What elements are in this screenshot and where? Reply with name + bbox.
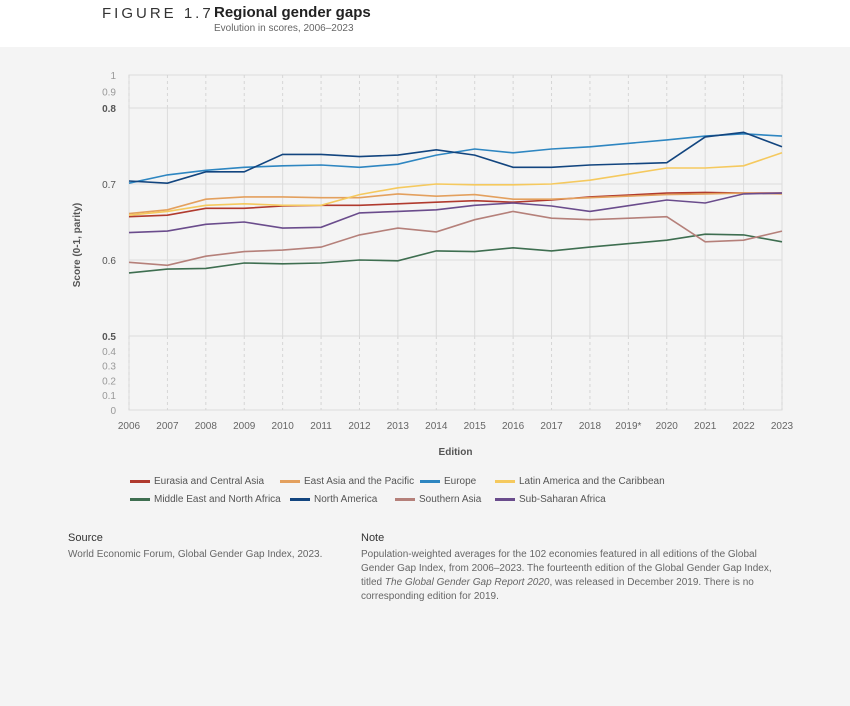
legend-item: North America (290, 494, 377, 505)
x-tick-label: 2015 (464, 421, 487, 432)
y-tick-label: 0.1 (102, 391, 116, 402)
series-line-europe (128, 132, 783, 184)
legend-swatch (420, 480, 440, 483)
series-line-sub-saharan-africa (128, 192, 783, 234)
source-text: World Economic Forum, Global Gender Gap … (68, 549, 323, 560)
legend-item: Southern Asia (395, 494, 481, 505)
legend-item: Middle East and North Africa (130, 494, 281, 505)
legend-label: Sub-Saharan Africa (519, 494, 606, 505)
series-line-southern-asia (128, 210, 783, 267)
legend-item: Eurasia and Central Asia (130, 476, 264, 487)
x-tick-label: 2014 (425, 421, 448, 432)
chart-title: Regional gender gaps (214, 4, 371, 21)
legend-swatch (130, 480, 150, 483)
x-tick-label: 2020 (656, 421, 679, 432)
x-tick-label: 2013 (387, 421, 410, 432)
x-tick-label: 2016 (502, 421, 525, 432)
series-line-north-america (128, 131, 783, 185)
series-line-middle-east-and-north-africa (128, 233, 783, 274)
series-line-east-asia-and-the-pacific (128, 192, 783, 215)
legend-label: Europe (444, 476, 477, 487)
legend-label: East Asia and the Pacific (304, 476, 415, 487)
x-tick-label: 2009 (233, 421, 256, 432)
x-tick-label: 2018 (579, 421, 602, 432)
legend-swatch (495, 480, 515, 483)
figure-header: FIGURE 1.7 Regional gender gaps Evolutio… (0, 0, 850, 47)
y-tick-label: 0.8 (102, 104, 116, 115)
source-heading: Source (68, 532, 103, 544)
legend-item: Sub-Saharan Africa (495, 494, 606, 505)
legend-label: Eurasia and Central Asia (154, 476, 265, 487)
legend-label: Southern Asia (419, 494, 482, 505)
x-tick-label: 2019* (615, 421, 641, 432)
y-axis-label: Score (0-1, parity) (72, 203, 83, 287)
legend-swatch (395, 498, 415, 501)
legend-swatch (495, 498, 515, 501)
legend-swatch (290, 498, 310, 501)
series-line-eurasia-and-central-asia (128, 191, 782, 218)
x-tick-label: 2007 (156, 421, 179, 432)
y-tick-label: 0.9 (102, 88, 116, 99)
plot-frame (128, 74, 783, 411)
figure-label: FIGURE 1.7 (102, 5, 214, 22)
y-tick-label: 0.5 (102, 332, 116, 343)
x-tick-label: 2021 (694, 421, 717, 432)
x-tick-label: 2008 (195, 421, 218, 432)
x-axis-label: Edition (439, 447, 473, 458)
legend-label: Latin America and the Caribbean (519, 476, 665, 487)
x-tick-label: 2023 (771, 421, 794, 432)
y-tick-label: 0.7 (102, 180, 116, 191)
legend-item: East Asia and the Pacific (280, 476, 414, 487)
x-tick-label: 2017 (540, 421, 563, 432)
legend-item: Latin America and the Caribbean (495, 476, 665, 487)
series-line-latin-america-and-the-caribbean (128, 152, 783, 216)
y-tick-label: 0.6 (102, 256, 116, 267)
legend-swatch (130, 498, 150, 501)
legend-label: Middle East and North Africa (154, 494, 281, 505)
x-tick-label: 2012 (348, 421, 371, 432)
note-text: Population-weighted averages for the 102… (361, 549, 772, 602)
legend-item: Europe (420, 476, 476, 487)
line-chart: 2006 2007 2008 2009 2010 2011 2012 2013 2014 2015… (72, 71, 794, 458)
legend-label: North America (314, 494, 378, 505)
y-tick-label: 0.2 (102, 376, 116, 387)
y-tick-label: 0 (110, 406, 116, 417)
chart-subtitle: Evolution in scores, 2006–2023 (214, 23, 354, 34)
x-tick-label: 2022 (732, 421, 755, 432)
x-tick-label: 2011 (310, 421, 332, 432)
x-tick-label: 2006 (118, 421, 141, 432)
x-tick-label: 2010 (272, 421, 295, 432)
note-heading: Note (361, 532, 385, 544)
legend-swatch (280, 480, 300, 483)
y-tick-label: 0.4 (102, 347, 116, 358)
y-tick-label: 0.3 (102, 362, 116, 373)
y-tick-label: 1 (110, 71, 116, 82)
